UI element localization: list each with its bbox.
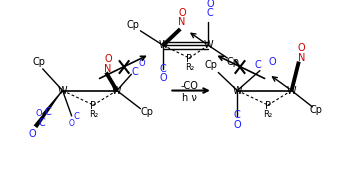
Text: h ν: h ν <box>182 93 197 103</box>
Text: P: P <box>90 101 96 111</box>
Text: O: O <box>36 109 42 118</box>
Text: Cp: Cp <box>127 20 140 30</box>
Text: P: P <box>186 54 192 64</box>
Text: -CO: -CO <box>180 81 198 91</box>
Text: O: O <box>298 43 305 53</box>
Text: Cp: Cp <box>140 107 153 117</box>
Text: C: C <box>39 118 45 128</box>
Text: W: W <box>112 86 122 96</box>
Text: C: C <box>73 112 79 121</box>
Text: Cp: Cp <box>204 60 218 70</box>
Text: W: W <box>58 86 67 96</box>
Text: O: O <box>104 54 112 64</box>
Text: C: C <box>45 107 51 117</box>
Text: O: O <box>28 129 35 139</box>
Text: Cp: Cp <box>226 57 239 67</box>
Text: N: N <box>178 17 186 27</box>
Polygon shape <box>33 91 63 128</box>
Text: C: C <box>255 60 262 70</box>
Text: R₂: R₂ <box>89 110 98 119</box>
Text: O: O <box>139 59 146 68</box>
Text: W: W <box>287 86 296 96</box>
Text: N: N <box>298 53 305 63</box>
Text: W: W <box>233 86 242 96</box>
Text: Cp: Cp <box>32 57 46 67</box>
Text: W: W <box>158 40 168 50</box>
Text: C: C <box>160 64 166 74</box>
Text: O: O <box>69 119 75 128</box>
Text: O: O <box>159 73 167 83</box>
Text: O: O <box>178 8 186 18</box>
Text: W: W <box>203 40 213 50</box>
Text: N: N <box>104 64 112 74</box>
Text: C: C <box>234 110 241 120</box>
Text: O: O <box>206 0 214 9</box>
Text: O: O <box>269 57 276 67</box>
Text: Cp: Cp <box>310 105 322 115</box>
Text: P: P <box>265 101 271 111</box>
Text: R₂: R₂ <box>185 63 194 71</box>
Text: C: C <box>207 8 214 18</box>
Text: O: O <box>234 120 241 130</box>
Text: R₂: R₂ <box>264 110 273 119</box>
Text: C: C <box>131 67 138 77</box>
